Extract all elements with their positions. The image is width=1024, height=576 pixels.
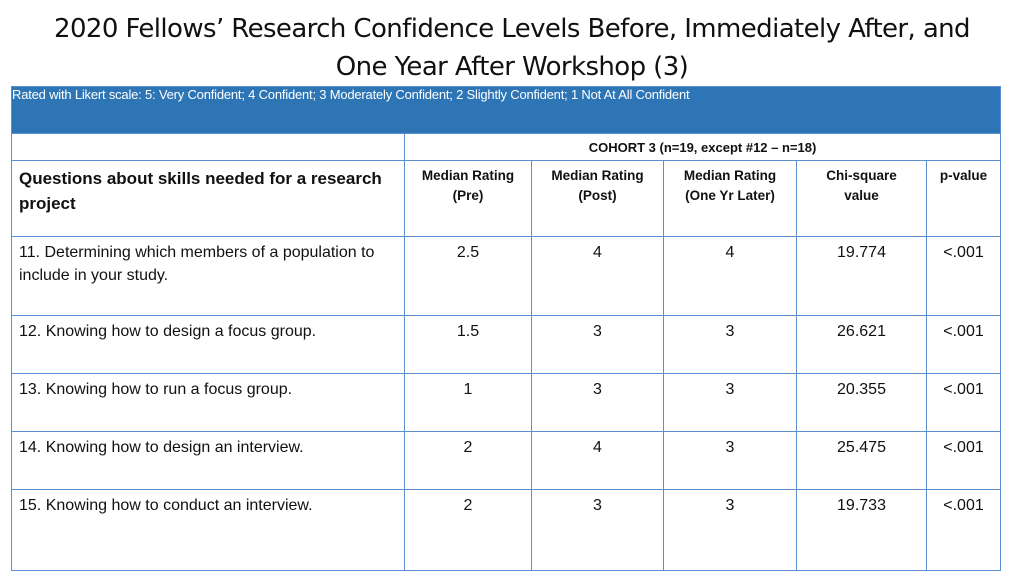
chi-square-cell: 26.621 [796, 315, 927, 374]
question-cell: 12. Knowing how to design a focus group. [11, 315, 405, 374]
header-line: Median Rating [421, 168, 515, 183]
p-value-cell: <.001 [925, 431, 1002, 490]
chi-square-cell: 20.355 [796, 373, 927, 432]
question-cell: 15. Knowing how to conduct an interview. [11, 489, 405, 571]
median-post-cell: 3 [531, 489, 664, 571]
results-table: Rated with Likert scale: 5: Very Confide… [10, 86, 1002, 571]
table-row: 13. Knowing how to run a focus group. 1 … [11, 373, 1002, 432]
median-pre-cell: 2 [404, 489, 532, 571]
table-row: 15. Knowing how to conduct an interview.… [11, 489, 1002, 571]
median-later-header: Median Rating (One Yr Later) [663, 160, 797, 237]
chi-square-header: Chi-square value [796, 160, 927, 237]
median-later-cell: 3 [663, 489, 797, 571]
chi-square-cell: 19.774 [796, 236, 927, 316]
chi-square-cell: 25.475 [796, 431, 927, 490]
table-row: 12. Knowing how to design a focus group.… [11, 315, 1002, 374]
p-value-cell: <.001 [925, 489, 1002, 571]
table-row: 11. Determining which members of a popul… [11, 236, 1002, 316]
median-post-cell: 3 [531, 373, 664, 432]
question-cell: 13. Knowing how to run a focus group. [11, 373, 405, 432]
median-later-cell: 4 [663, 236, 797, 316]
header-line: Median Rating [551, 168, 644, 183]
header-line: value [844, 188, 879, 203]
slide-title: 2020 Fellows’ Research Confidence Levels… [20, 10, 1004, 86]
header-line: p-value [939, 168, 988, 183]
median-pre-cell: 2 [404, 431, 532, 490]
question-cell: 11. Determining which members of a popul… [11, 236, 405, 316]
cohort-row: COHORT 3 (n=19, except #12 – n=18) [11, 133, 1002, 161]
question-cell: 14. Knowing how to design an interview. [11, 431, 405, 490]
cohort-label: COHORT 3 (n=19, except #12 – n=18) [403, 133, 1002, 161]
header-line: (One Yr Later) [685, 188, 775, 203]
median-later-cell: 3 [663, 373, 797, 432]
table-row: 14. Knowing how to design an interview. … [11, 431, 1002, 490]
median-pre-header: Median Rating (Pre) [404, 160, 532, 237]
median-later-cell: 3 [663, 431, 797, 490]
median-post-header: Median Rating (Post) [531, 160, 664, 237]
title-line-2: One Year After Workshop (3) [335, 52, 689, 82]
median-later-cell: 3 [663, 315, 797, 374]
header-line: (Pre) [452, 188, 484, 203]
median-pre-cell: 2.5 [404, 236, 532, 316]
p-value-cell: <.001 [925, 373, 1002, 432]
p-value-cell: <.001 [925, 315, 1002, 374]
median-post-cell: 4 [531, 431, 664, 490]
question-column-header: Questions about skills needed for a rese… [11, 160, 405, 237]
p-value-cell: <.001 [925, 236, 1002, 316]
title-line-1: 2020 Fellows’ Research Confidence Levels… [54, 14, 971, 44]
likert-scale-note: Rated with Likert scale: 5: Very Confide… [10, 86, 1002, 134]
header-line: Chi-square [826, 168, 897, 183]
median-post-cell: 3 [531, 315, 664, 374]
p-value-header: p-value [925, 160, 1002, 237]
header-line: (Post) [578, 188, 617, 203]
median-post-cell: 4 [531, 236, 664, 316]
median-pre-cell: 1.5 [404, 315, 532, 374]
chi-square-cell: 19.733 [796, 489, 927, 571]
likert-scale-row: Rated with Likert scale: 5: Very Confide… [10, 86, 1002, 134]
header-line: Median Rating [683, 168, 777, 183]
median-pre-cell: 1 [404, 373, 532, 432]
column-header-row: Questions about skills needed for a rese… [11, 160, 1002, 237]
empty-corner-cell [11, 133, 405, 161]
